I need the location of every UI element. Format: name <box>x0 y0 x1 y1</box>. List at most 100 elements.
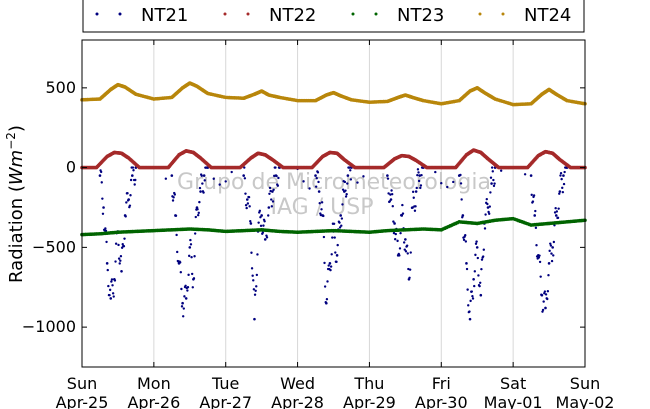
point-nt21 <box>440 182 443 185</box>
point-nt21 <box>124 215 127 218</box>
point-nt21 <box>326 280 329 283</box>
y-tick-label: 0 <box>66 158 76 177</box>
point-nt21 <box>389 198 393 201</box>
point-nt21 <box>129 194 132 197</box>
point-nt21 <box>193 232 197 235</box>
point-nt21 <box>314 185 318 188</box>
point-nt21 <box>317 180 320 184</box>
point-nt21 <box>243 166 246 169</box>
point-nt21 <box>134 178 137 182</box>
point-nt21 <box>552 254 555 257</box>
point-nt21 <box>186 289 189 292</box>
point-nt21 <box>460 198 463 201</box>
point-nt21 <box>408 268 412 271</box>
point-nt21 <box>477 274 480 277</box>
point-nt21 <box>320 201 324 204</box>
point-nt21 <box>245 198 249 201</box>
point-nt21 <box>267 206 271 209</box>
point-nt21 <box>400 214 404 217</box>
point-nt21 <box>191 286 194 289</box>
point-nt21 <box>403 248 406 251</box>
point-nt21 <box>107 284 110 288</box>
point-nt21 <box>409 251 412 254</box>
point-nt21 <box>404 250 408 253</box>
point-nt21 <box>344 189 347 192</box>
point-nt21 <box>472 277 475 281</box>
point-nt21 <box>184 297 188 300</box>
point-nt21 <box>487 212 491 215</box>
point-nt21 <box>386 174 389 177</box>
point-nt21 <box>348 166 351 169</box>
point-nt21 <box>202 191 205 194</box>
point-nt21 <box>113 279 117 282</box>
point-nt21 <box>404 238 407 241</box>
point-nt21 <box>192 277 196 280</box>
point-nt21 <box>314 174 317 177</box>
point-nt21 <box>193 255 196 258</box>
point-nt21 <box>131 174 134 177</box>
point-nt21 <box>549 244 553 247</box>
point-nt21 <box>344 195 348 198</box>
point-nt21 <box>181 315 185 318</box>
point-nt21 <box>253 293 257 296</box>
point-nt21 <box>551 246 554 249</box>
point-nt21 <box>133 183 136 186</box>
point-nt21 <box>474 253 477 257</box>
point-nt21 <box>198 186 202 190</box>
point-nt21 <box>547 262 551 265</box>
point-nt21 <box>100 181 103 184</box>
point-nt21 <box>202 174 206 177</box>
point-nt21 <box>120 269 123 273</box>
point-nt21 <box>196 213 200 217</box>
point-nt21 <box>120 246 124 249</box>
point-nt21 <box>561 186 564 190</box>
point-nt21 <box>563 170 566 174</box>
point-nt21 <box>391 204 394 208</box>
point-nt21 <box>553 211 557 214</box>
point-nt21 <box>179 270 183 274</box>
point-nt21 <box>270 205 274 208</box>
point-nt21 <box>398 254 401 257</box>
x-tick-day-label: Fri <box>432 374 451 393</box>
point-nt21 <box>523 173 527 176</box>
point-nt21 <box>173 193 177 196</box>
point-nt21 <box>471 297 475 300</box>
watermark-line-1: Grupo de Micrometeorologia <box>177 170 491 195</box>
point-nt21 <box>550 252 553 255</box>
y-tick-label: −500 <box>32 237 76 256</box>
point-nt21 <box>533 214 536 217</box>
point-nt21 <box>201 182 204 185</box>
point-nt21 <box>101 212 105 215</box>
point-nt21 <box>257 221 260 224</box>
y-axis-label-text: Radiation ( <box>6 185 27 283</box>
point-nt21 <box>487 210 490 214</box>
point-nt21 <box>485 197 488 201</box>
point-nt21 <box>104 229 108 233</box>
point-nt21 <box>184 284 187 288</box>
legend-marker-nt24 <box>501 12 505 16</box>
point-nt21 <box>402 241 406 244</box>
point-nt21 <box>558 192 561 195</box>
point-nt21 <box>123 237 126 240</box>
point-nt21 <box>546 289 550 293</box>
point-nt21 <box>198 200 201 204</box>
y-axis-ticks: 500 0 −500 −1000 <box>22 78 585 336</box>
point-nt21 <box>104 227 107 230</box>
point-nt21 <box>489 191 492 194</box>
point-nt21 <box>476 256 480 260</box>
x-tick-day-label: Mon <box>137 374 171 393</box>
point-nt21 <box>335 260 338 264</box>
point-nt21 <box>471 294 474 298</box>
point-nt21 <box>183 295 186 298</box>
point-nt21 <box>532 194 536 197</box>
point-nt21 <box>330 253 333 256</box>
point-nt21 <box>392 231 396 235</box>
legend-label-nt22: NT22 <box>269 5 316 26</box>
point-nt21 <box>187 254 191 258</box>
point-nt21 <box>175 233 178 237</box>
point-nt21 <box>259 224 263 228</box>
point-nt21 <box>322 214 325 218</box>
point-nt21 <box>537 256 541 259</box>
point-nt21 <box>479 281 482 285</box>
point-nt21 <box>132 169 135 172</box>
